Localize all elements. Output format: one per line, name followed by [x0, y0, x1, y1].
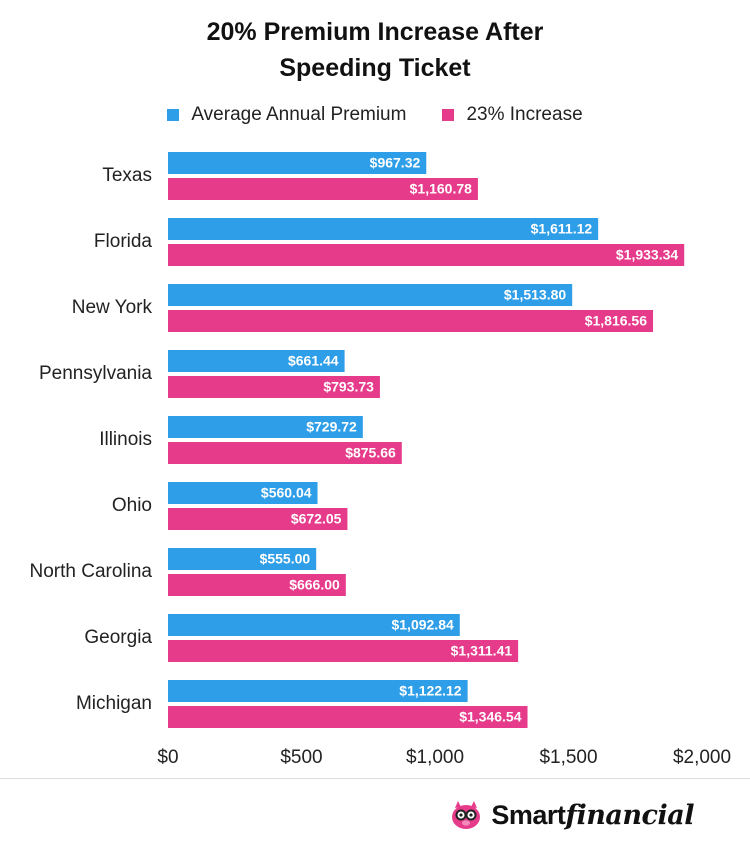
chart-title-line2: Speeding Ticket — [279, 54, 471, 82]
data-label-average-michigan: $1,122.12 — [399, 683, 461, 699]
category-label-georgia: Georgia — [84, 627, 152, 648]
data-label-average-georgia: $1,092.84 — [391, 617, 453, 633]
legend-label-increase: 23% Increase — [466, 104, 583, 125]
data-label-average-pennsylvania: $661.44 — [288, 353, 339, 369]
x-tick-label-0: $0 — [157, 747, 178, 768]
data-label-average-north-carolina: $555.00 — [260, 551, 311, 567]
legend-label-average: Average Annual Premium — [191, 104, 407, 125]
piggy-bank-glasses-icon — [452, 801, 481, 829]
x-tick-label-500: $500 — [280, 747, 322, 768]
bar-average-north-carolina — [168, 548, 317, 570]
data-label-increase-florida: $1,933.34 — [616, 247, 678, 263]
brand-name-bold: Smart — [491, 799, 566, 830]
legend-item-average: Average Annual Premium — [167, 104, 406, 126]
bar-increase-north-carolina — [168, 574, 346, 596]
footer-divider — [0, 778, 750, 779]
data-label-average-ohio: $560.04 — [261, 485, 312, 501]
bar-increase-florida — [168, 244, 685, 266]
data-label-increase-ohio: $672.05 — [291, 511, 342, 527]
data-label-increase-north-carolina: $666.00 — [289, 577, 340, 593]
bar-increase-michigan — [168, 706, 528, 728]
category-label-illinois: Illinois — [99, 429, 152, 450]
bar-average-georgia — [168, 614, 460, 636]
bar-increase-illinois — [168, 442, 402, 464]
bar-average-texas — [168, 152, 427, 174]
chart-title: 20% Premium Increase After Speeding Tick… — [0, 14, 750, 86]
category-label-texas: Texas — [102, 165, 152, 186]
data-label-increase-michigan: $1,346.54 — [459, 709, 521, 725]
data-label-average-texas: $967.32 — [370, 155, 421, 171]
bar-average-new-york — [168, 284, 573, 306]
category-label-michigan: Michigan — [76, 693, 152, 714]
data-label-increase-pennsylvania: $793.73 — [323, 379, 374, 395]
bar-increase-texas — [168, 178, 478, 200]
bar-chart: Texas $967.32 $1,160.78 Florida $1,611.12 $1,… — [30, 152, 731, 768]
brand-name: Smartfinancial — [491, 800, 694, 831]
bar-increase-georgia — [168, 640, 519, 662]
chart-title-line1: 20% Premium Increase After — [206, 18, 544, 46]
bar-average-michigan — [168, 680, 468, 702]
bar-increase-ohio — [168, 508, 348, 530]
category-label-north-carolina: North Carolina — [30, 561, 153, 582]
bar-increase-new-york — [168, 310, 654, 332]
bar-average-ohio — [168, 482, 318, 504]
category-label-ohio: Ohio — [112, 495, 152, 516]
x-tick-label-2000: $2,000 — [673, 747, 731, 768]
legend-swatch-average — [167, 109, 180, 121]
category-label-florida: Florida — [94, 231, 153, 252]
x-tick-label-1500: $1,500 — [539, 747, 597, 768]
bar-increase-pennsylvania — [168, 376, 380, 398]
data-label-increase-illinois: $875.66 — [345, 445, 396, 461]
bar-average-florida — [168, 218, 599, 240]
data-label-increase-texas: $1,160.78 — [410, 181, 472, 197]
data-label-average-florida: $1,611.12 — [531, 221, 593, 237]
brand-logo: Smartfinancial — [449, 798, 694, 832]
data-label-average-illinois: $729.72 — [306, 419, 357, 435]
bar-average-illinois — [168, 416, 363, 438]
category-label-new-york: New York — [72, 297, 153, 318]
legend-item-increase: 23% Increase — [442, 104, 583, 126]
bar-average-pennsylvania — [168, 350, 345, 372]
legend-swatch-increase — [442, 109, 455, 121]
chart-legend: Average Annual Premium 23% Increase — [0, 104, 750, 126]
x-tick-label-1000: $1,000 — [406, 747, 464, 768]
category-label-pennsylvania: Pennsylvania — [39, 363, 152, 384]
data-label-increase-new-york: $1,816.56 — [585, 313, 647, 329]
data-label-increase-georgia: $1,311.41 — [451, 643, 513, 659]
brand-name-light: financial — [565, 799, 694, 831]
data-label-average-new-york: $1,513.80 — [504, 287, 566, 303]
